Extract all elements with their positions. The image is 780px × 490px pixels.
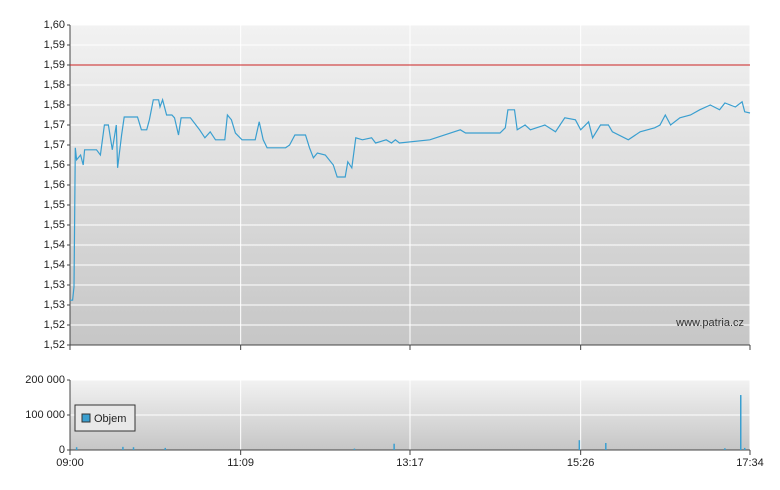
y-tick-label: 1,55 [44, 199, 65, 211]
y-tick-label: 1,60 [44, 19, 65, 31]
y-tick-label: 1,58 [44, 79, 65, 91]
y-tick-label: 1,55 [44, 219, 65, 231]
legend-swatch [81, 413, 91, 423]
x-tick-label: 15:26 [567, 457, 595, 469]
x-tick-label: 09:00 [56, 457, 84, 469]
x-tick-label: 11:09 [227, 457, 254, 469]
legend: Objem [74, 404, 136, 432]
y-tick-label: 1,58 [44, 99, 65, 111]
price-line [70, 97, 751, 301]
y-tick-label: 1,52 [44, 319, 65, 331]
x-tick-label: 13:17 [396, 457, 424, 469]
y-tick-label: 1,53 [44, 299, 65, 311]
y-tick-label: 1,54 [44, 239, 65, 251]
y-tick-label: 1,56 [44, 159, 65, 171]
y-tick-label: 1,56 [44, 179, 65, 191]
y-tick-label: 1,53 [44, 279, 65, 291]
legend-label: Objem [94, 413, 126, 425]
y-tick-label: 1,59 [44, 59, 65, 71]
source-text: www.patria.cz [675, 317, 744, 329]
y-tick-label: 1,59 [44, 39, 65, 51]
x-tick-label: 17:34 [736, 457, 764, 469]
y-tick-label: 0 [59, 444, 65, 456]
y-tick-label: 100 000 [25, 409, 65, 421]
y-tick-label: 1,54 [44, 259, 65, 271]
y-tick-label: 1,57 [44, 139, 65, 151]
y-tick-label: 1,52 [44, 339, 65, 351]
y-tick-label: 1,57 [44, 119, 65, 131]
y-tick-label: 200 000 [25, 374, 65, 386]
